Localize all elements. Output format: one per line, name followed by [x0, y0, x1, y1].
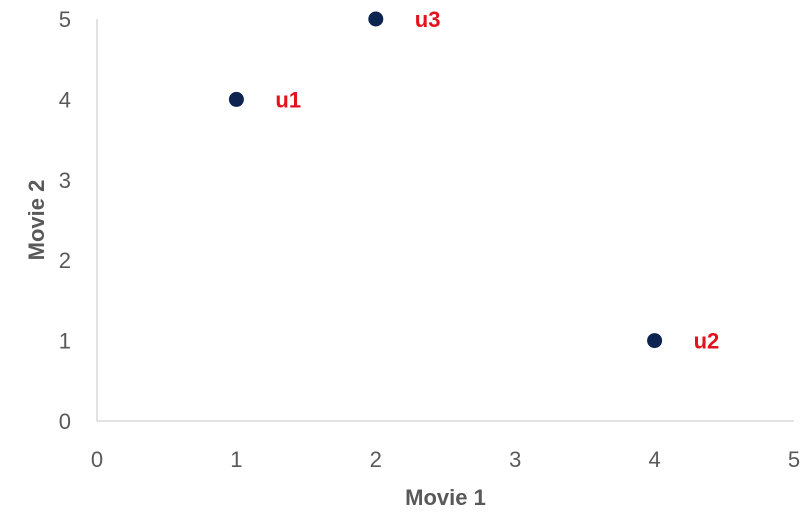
y-tick-label: 1: [59, 329, 71, 354]
y-tick-label: 0: [59, 409, 71, 434]
data-point-u2: [647, 333, 663, 349]
y-tick-label: 3: [59, 168, 71, 193]
data-label-u3: u3: [415, 7, 441, 32]
y-tick-label: 5: [59, 7, 71, 32]
x-tick-label: 0: [91, 447, 103, 472]
y-tick-label: 2: [59, 248, 71, 273]
y-tick-label: 4: [59, 87, 71, 112]
data-label-u2: u2: [694, 329, 720, 354]
y-axis-title: Movie 2: [24, 180, 49, 261]
data-label-u1: u1: [275, 87, 301, 112]
data-points: [228, 11, 663, 349]
data-point-labels: u1 u2 u3: [275, 7, 719, 354]
x-tick-label: 4: [648, 447, 660, 472]
x-tick-label: 1: [230, 447, 242, 472]
data-point-u3: [368, 11, 384, 27]
x-tick-label: 2: [370, 447, 382, 472]
x-tick-label: 3: [509, 447, 521, 472]
x-axis-title: Movie 1: [405, 485, 486, 510]
data-point-u1: [228, 91, 244, 107]
x-tick-labels: 0 1 2 3 4 5: [91, 447, 800, 472]
y-tick-labels: 0 1 2 3 4 5: [59, 7, 71, 434]
x-tick-label: 5: [788, 447, 800, 472]
